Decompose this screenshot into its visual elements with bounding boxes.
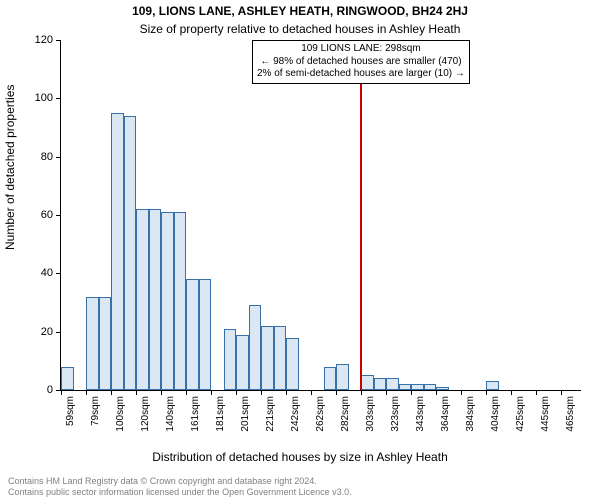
histogram-bar [336, 364, 349, 390]
footer-attribution: Contains HM Land Registry data © Crown c… [8, 476, 592, 498]
x-tick [361, 390, 362, 395]
histogram-bar [124, 116, 137, 390]
y-tick-label: 120 [35, 34, 61, 46]
x-tick [561, 390, 562, 395]
x-tick-label: 364sqm [440, 396, 451, 432]
x-tick-label: 161sqm [190, 396, 201, 432]
y-tick-label: 100 [35, 92, 61, 104]
chart-title-line2: Size of property relative to detached ho… [0, 22, 600, 36]
x-tick-label: 262sqm [315, 396, 326, 432]
histogram-bar [236, 335, 249, 390]
x-tick-label: 181sqm [215, 396, 226, 432]
histogram-bar [411, 384, 424, 390]
x-tick [211, 390, 212, 395]
x-axis-label: Distribution of detached houses by size … [0, 450, 600, 464]
histogram-bar [199, 279, 212, 390]
chart-container: { "titles": { "line1": "109, LIONS LANE,… [0, 0, 600, 500]
x-tick [186, 390, 187, 395]
plot-area: 02040608010012059sqm79sqm100sqm120sqm140… [60, 40, 581, 391]
histogram-bar [174, 212, 187, 390]
chart-title-line1: 109, LIONS LANE, ASHLEY HEATH, RINGWOOD,… [0, 4, 600, 18]
x-tick [536, 390, 537, 395]
histogram-bar [111, 113, 124, 390]
histogram-bar [286, 338, 299, 391]
x-tick-label: 303sqm [365, 396, 376, 432]
x-tick [411, 390, 412, 395]
y-axis-label: Number of detached properties [3, 85, 17, 250]
histogram-bar [374, 378, 387, 390]
x-tick [461, 390, 462, 395]
x-tick-label: 343sqm [415, 396, 426, 432]
x-tick [261, 390, 262, 395]
histogram-bar [399, 384, 412, 390]
x-tick-label: 242sqm [290, 396, 301, 432]
histogram-bar [136, 209, 149, 390]
x-tick [161, 390, 162, 395]
x-tick-label: 100sqm [115, 396, 126, 432]
histogram-bar [361, 375, 374, 390]
x-tick-label: 404sqm [490, 396, 501, 432]
y-tick-label: 80 [41, 151, 61, 163]
histogram-bar [436, 387, 449, 390]
x-tick [236, 390, 237, 395]
histogram-bar [424, 384, 437, 390]
x-tick [311, 390, 312, 395]
y-tick-label: 60 [41, 209, 61, 221]
x-tick-label: 445sqm [540, 396, 551, 432]
histogram-bar [149, 209, 162, 390]
histogram-bar [86, 297, 99, 390]
y-tick-label: 0 [47, 384, 61, 396]
histogram-bar [224, 329, 237, 390]
histogram-bar [486, 381, 499, 390]
x-tick [511, 390, 512, 395]
reference-line [360, 40, 362, 390]
y-tick-label: 40 [41, 267, 61, 279]
histogram-bar [274, 326, 287, 390]
histogram-bar [99, 297, 112, 390]
x-tick-label: 384sqm [465, 396, 476, 432]
annotation-box: 109 LIONS LANE: 298sqm← 98% of detached … [252, 40, 470, 84]
histogram-bar [161, 212, 174, 390]
histogram-bar [186, 279, 199, 390]
x-tick-label: 120sqm [140, 396, 151, 432]
histogram-bar [249, 305, 262, 390]
x-tick-label: 140sqm [165, 396, 176, 432]
x-tick-label: 221sqm [265, 396, 276, 432]
x-tick [336, 390, 337, 395]
histogram-bar [61, 367, 74, 390]
x-tick-label: 282sqm [340, 396, 351, 432]
x-tick [86, 390, 87, 395]
histogram-bar [324, 367, 337, 390]
x-tick-label: 465sqm [565, 396, 576, 432]
x-tick-label: 79sqm [90, 396, 101, 426]
x-tick [136, 390, 137, 395]
x-tick [61, 390, 62, 395]
x-tick [111, 390, 112, 395]
x-tick-label: 59sqm [65, 396, 76, 426]
histogram-bar [386, 378, 399, 390]
x-tick [486, 390, 487, 395]
x-tick [436, 390, 437, 395]
x-tick-label: 425sqm [515, 396, 526, 432]
x-tick-label: 323sqm [390, 396, 401, 432]
x-tick [286, 390, 287, 395]
histogram-bar [261, 326, 274, 390]
x-tick-label: 201sqm [240, 396, 251, 432]
x-tick [386, 390, 387, 395]
y-tick-label: 20 [41, 326, 61, 338]
